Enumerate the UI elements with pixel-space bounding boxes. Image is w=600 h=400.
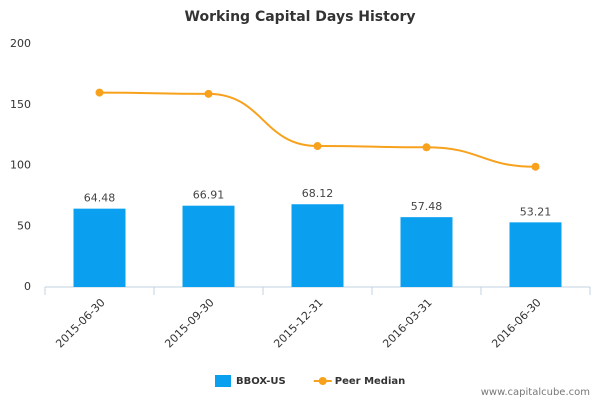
line-point [531,162,540,171]
y-tick-label: 150 [10,98,31,111]
line [99,91,536,168]
x-tick-label: 2015-06-30 [53,296,107,350]
bar [400,217,453,287]
y-tick-label: 0 [24,280,31,293]
y-tick-label: 200 [10,37,31,50]
line-point [422,143,431,152]
value-label: 66.91 [193,189,225,202]
watermark: www.capitalcube.com [481,387,590,398]
y-tick-label: 50 [17,219,31,232]
x-tick-label: 2016-03-31 [380,296,434,350]
value-label: 57.48 [411,200,443,213]
bar [182,205,235,287]
chart-title: Working Capital Days History [185,9,416,25]
y-tick-label: 100 [10,159,31,172]
bar [291,204,344,287]
line-point [95,88,104,97]
value-label: 53.21 [520,205,552,218]
legend-label: Peer Median [335,376,406,387]
x-tick-label: 2015-09-30 [162,296,216,350]
legend-label: BBOX-US [236,376,286,387]
x-tick-label: 2016-06-30 [489,296,543,350]
value-label: 68.12 [302,187,334,200]
legend-swatch [318,377,327,385]
bar [509,222,562,287]
line-point [313,142,322,151]
x-tick-label: 2015-12-31 [271,296,325,350]
legend-swatch [215,375,231,387]
value-label: 64.48 [84,192,116,205]
line-point [204,89,213,98]
bar [73,208,126,287]
